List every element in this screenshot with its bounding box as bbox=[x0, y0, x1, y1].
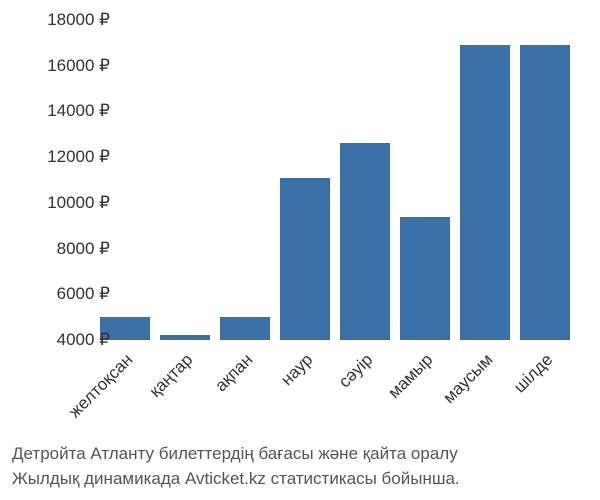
caption-line-2: Жылдық динамикада Avticket.kz статистика… bbox=[12, 467, 460, 492]
y-tick-label: 10000 ₽ bbox=[25, 193, 110, 213]
bar bbox=[460, 45, 509, 340]
bar bbox=[220, 317, 269, 340]
chart-caption: Детройта Атланту билеттердің бағасы және… bbox=[12, 442, 460, 491]
y-tick-label: 8000 ₽ bbox=[25, 239, 110, 259]
x-tick-label: ақпан bbox=[211, 350, 257, 396]
bar bbox=[160, 335, 209, 340]
x-tick-label: наур bbox=[277, 350, 317, 390]
y-tick-label: 6000 ₽ bbox=[25, 284, 110, 304]
bar bbox=[520, 45, 569, 340]
x-tick-label: желтоқсан bbox=[65, 350, 137, 422]
x-tick-label: сәуір bbox=[335, 350, 377, 392]
y-tick-label: 4000 ₽ bbox=[25, 330, 110, 350]
caption-line-1: Детройта Атланту билеттердің бағасы және… bbox=[12, 442, 460, 467]
x-tick-label: мамыр bbox=[384, 350, 437, 403]
y-tick-label: 12000 ₽ bbox=[25, 147, 110, 167]
chart-plot-area bbox=[95, 20, 575, 340]
bar bbox=[280, 178, 329, 340]
x-tick-label: шілде bbox=[510, 350, 557, 397]
bar bbox=[400, 217, 449, 340]
y-tick-label: 14000 ₽ bbox=[25, 101, 110, 121]
x-tick-label: маусым bbox=[439, 350, 497, 408]
x-tick-label: қаңтар bbox=[146, 350, 197, 401]
y-tick-label: 16000 ₽ bbox=[25, 56, 110, 76]
bar bbox=[340, 143, 389, 340]
y-tick-label: 18000 ₽ bbox=[25, 10, 110, 30]
